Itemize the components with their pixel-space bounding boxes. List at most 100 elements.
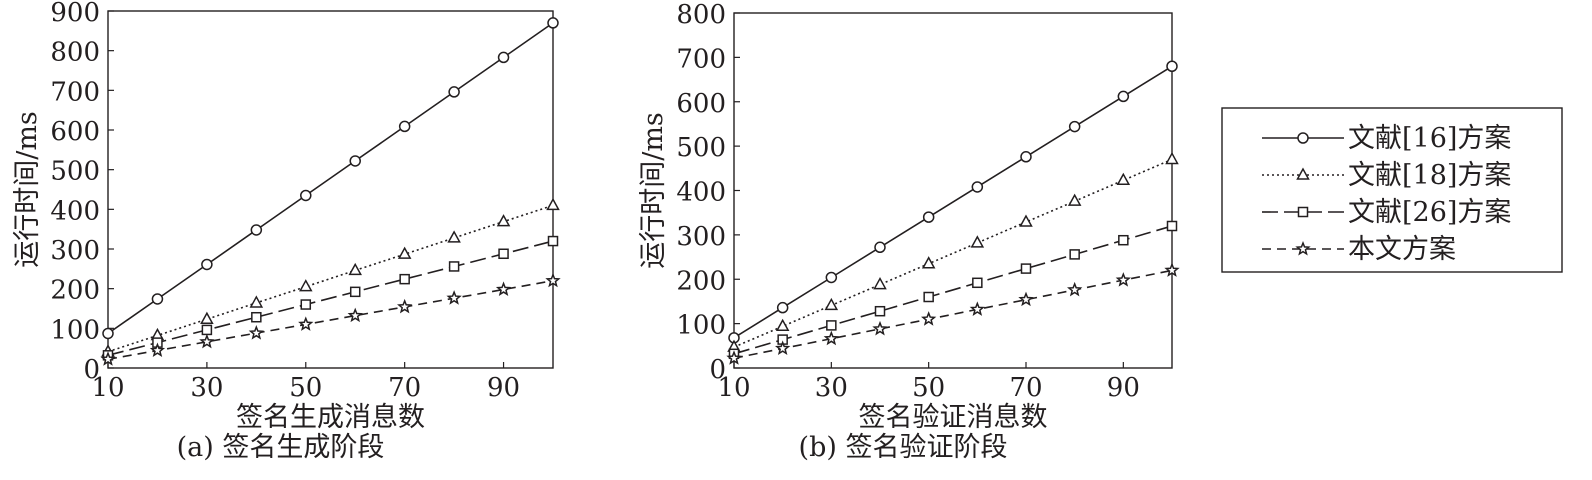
data-point: [1018, 291, 1034, 307]
data-point: [1115, 272, 1131, 287]
y-tick-label: 800: [50, 38, 100, 68]
data-point: [1020, 151, 1032, 163]
data-point: [1165, 151, 1179, 165]
data-point: [1020, 263, 1032, 274]
data-point: [201, 258, 213, 271]
data-point: [496, 214, 511, 227]
series-line: [733, 158, 1173, 348]
y-tick-label: 600: [50, 117, 100, 147]
data-point: [824, 297, 839, 311]
data-point: [775, 340, 791, 355]
data-point: [874, 241, 886, 254]
series-2: [728, 220, 1178, 360]
data-point: [547, 17, 559, 29]
data-point: [1067, 281, 1083, 297]
y-tick-label: 900: [50, 0, 100, 28]
series-3: [726, 262, 1180, 365]
data-point: [151, 293, 164, 305]
chart-panel-a: 0 100 200 300 400 500 600 700 800 900 10 30 50 70 90 签名…: [12, 0, 561, 463]
data-point: [547, 235, 559, 247]
data-point: [448, 86, 460, 98]
x-axis-label: 签名生成消息数: [236, 402, 425, 433]
data-point: [1019, 214, 1033, 227]
y-tick-label: 400: [50, 196, 100, 226]
y-tick-label: 100: [676, 311, 726, 341]
data-point: [972, 277, 983, 289]
data-point: [775, 318, 790, 332]
figure-caption: (a) 签名生成阶段: [177, 432, 385, 463]
data-point: [349, 155, 361, 167]
data-point: [251, 311, 262, 323]
plot-frame: [733, 12, 1173, 369]
x-tick-label: 70: [1009, 373, 1042, 403]
data-point: [248, 325, 264, 340]
y-tick-label: 600: [676, 89, 726, 119]
legend-label: 文献[26]方案: [1348, 197, 1511, 228]
y-tick-label: 300: [50, 236, 100, 266]
series-3: [100, 272, 561, 366]
legend-frame: [1221, 107, 1563, 273]
plot-frame: [107, 10, 554, 369]
series-0: [102, 17, 559, 340]
data-point: [1166, 60, 1178, 72]
series-line: [733, 225, 1173, 355]
data-point: [872, 320, 888, 336]
data-point: [299, 279, 313, 292]
x-tick-label: 10: [91, 373, 124, 403]
data-point: [498, 248, 509, 260]
data-point: [1068, 120, 1081, 133]
legend-item: 文献[26]方案: [1262, 197, 1511, 228]
data-point: [874, 305, 886, 317]
y-tick-label: 500: [676, 133, 726, 163]
data-point: [1118, 234, 1129, 246]
data-point: [823, 330, 839, 346]
x-tick-label: 30: [190, 373, 223, 403]
x-tick-label: 50: [912, 373, 945, 403]
series-1: [101, 197, 560, 357]
series-1: [727, 151, 1179, 352]
legend-label: 本文方案: [1348, 234, 1456, 265]
y-tick-label: 100: [50, 315, 100, 345]
figure-caption: (b) 签名验证阶段: [799, 432, 1008, 463]
data-point: [398, 120, 411, 133]
data-point: [102, 327, 114, 340]
data-point: [825, 271, 838, 284]
data-point: [250, 224, 263, 236]
y-tick-label: 800: [676, 0, 726, 30]
data-point: [545, 272, 561, 288]
data-point: [201, 324, 213, 336]
chart-panel-b: 0 100 200 300 400 500 600 700 800 10 30 50 70 90 签名验证消…: [638, 0, 1180, 463]
data-point: [397, 298, 413, 314]
y-tick-label: 500: [50, 157, 100, 187]
legend-marker: [1297, 206, 1309, 218]
series-line: [107, 279, 554, 361]
x-axis-label: 签名验证消息数: [859, 402, 1048, 433]
y-tick-label: 700: [50, 77, 100, 107]
y-tick-label: 400: [676, 178, 726, 208]
legend-item: 文献[16]方案: [1262, 123, 1511, 154]
y-tick-label: 700: [676, 44, 726, 74]
legend-marker: [1297, 132, 1309, 144]
x-tick-label: 70: [388, 373, 421, 403]
data-point: [921, 256, 936, 269]
data-point: [970, 235, 985, 248]
legend-label: 文献[18]方案: [1348, 160, 1511, 191]
data-point: [495, 281, 512, 296]
series-line: [107, 204, 554, 353]
data-point: [448, 261, 460, 272]
data-point: [1117, 90, 1130, 103]
data-point: [298, 316, 314, 331]
legend-item: 本文方案: [1262, 234, 1456, 265]
legend-item: 文献[18]方案: [1262, 160, 1511, 191]
y-axis-label: 运行时间/ms: [12, 111, 43, 268]
data-point: [1067, 193, 1082, 206]
data-point: [497, 51, 510, 64]
data-point: [1164, 262, 1180, 277]
legend-marker: [1296, 167, 1310, 180]
series-2: [102, 235, 559, 361]
data-point: [776, 301, 789, 314]
data-point: [199, 333, 215, 349]
data-point: [397, 246, 412, 259]
